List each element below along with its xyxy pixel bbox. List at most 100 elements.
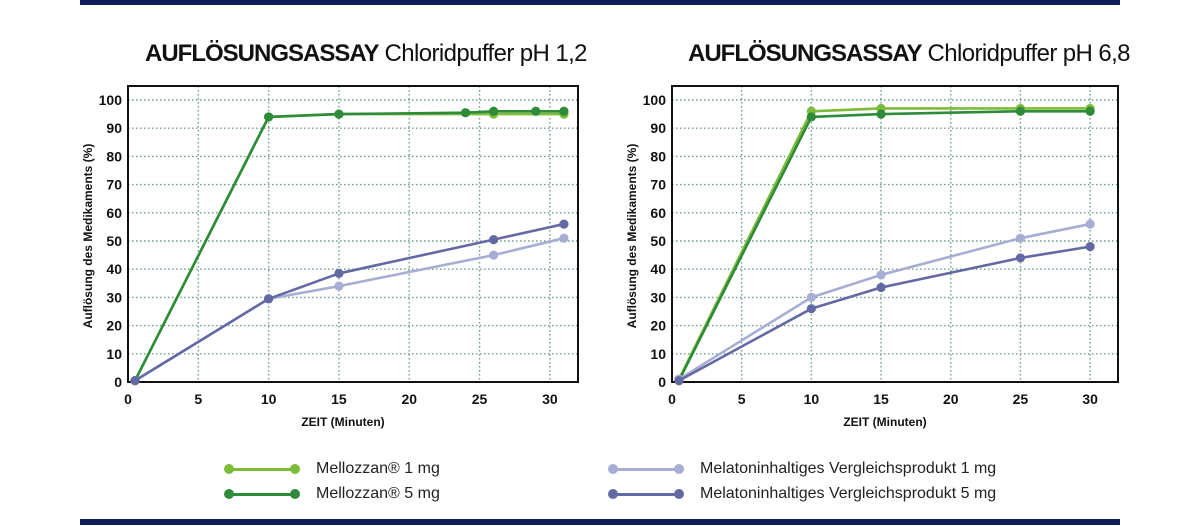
chart-title-left-rest: Chloridpuffer pH 1,2 [378, 40, 588, 67]
y-tick-label: 20 [650, 318, 666, 334]
x-tick-label: 0 [124, 391, 132, 407]
series-2-point [876, 270, 886, 280]
series-1-point [489, 106, 499, 116]
legend-line-vergleich-1mg [612, 468, 680, 471]
series-2-point [334, 281, 344, 291]
y-tick-label: 80 [650, 148, 666, 164]
y-tick-label: 70 [106, 177, 122, 193]
chart-right: 0 10 20 30 40 50 60 70 80 90 100 0 5 10 15 20 25 30 ZEIT (… [625, 85, 1119, 429]
y-axis-label: Auflösung des Medikaments (%) [81, 144, 95, 329]
x-axis-label: ZEIT (Minuten) [301, 415, 384, 429]
y-tick-label: 0 [114, 374, 122, 390]
y-axis-label: Auflösung des Medikaments (%) [625, 144, 639, 329]
series-2-point [806, 292, 816, 302]
legend-line-mellozzan-5mg [228, 493, 296, 496]
legend-dot-left-mellozzan-1mg [224, 464, 234, 474]
y-tick-label: 80 [106, 148, 122, 164]
x-tick-label: 10 [261, 391, 277, 407]
x-tick-label: 25 [1013, 391, 1029, 407]
legend-label-vergleich-1mg: Melatoninhaltiges Vergleichsprodukt 1 mg [700, 460, 997, 477]
series-1-point [264, 112, 274, 122]
series-1-point [1085, 106, 1095, 116]
x-axis-label: ZEIT (Minuten) [843, 415, 926, 429]
legend-line-mellozzan-1mg [228, 468, 296, 471]
bottom-rule [80, 519, 1120, 525]
series-3-point [489, 234, 499, 245]
x-tick-label: 15 [331, 391, 347, 407]
series-1-point [460, 108, 471, 118]
x-tick-label: 25 [472, 391, 488, 407]
y-tick-label: 40 [106, 261, 122, 277]
y-tick-label: 30 [106, 289, 122, 305]
x-tick-label: 5 [194, 391, 202, 407]
x-tick-label: 30 [542, 391, 558, 407]
series-1-point [1015, 106, 1026, 116]
series-1-point [559, 106, 569, 116]
chart-title-left: AUFLÖSUNGSASSAY Chloridpuffer pH 1,2 [145, 40, 588, 68]
y-tick-label: 40 [650, 261, 666, 277]
series-3-point [264, 294, 274, 304]
x-tick-label: 5 [738, 391, 746, 407]
y-tick-label: 60 [650, 205, 666, 221]
series-line-2 [134, 236, 565, 382]
y-tick-label: 100 [99, 92, 123, 108]
x-tick-label: 30 [1082, 391, 1098, 407]
chart-title-right-bold: AUFLÖSUNGSASSAY [688, 40, 922, 67]
series-2-point [1085, 219, 1095, 229]
series-3-point [559, 219, 569, 229]
legend-dot-right-vergleich-1mg [674, 464, 684, 474]
series-3-point [1085, 242, 1095, 252]
chart-title-right: AUFLÖSUNGSASSAY Chloridpuffer pH 6,8 [688, 40, 1131, 68]
series-2-point [559, 233, 569, 243]
series-3-point [876, 282, 886, 293]
chart-left: 0 10 20 30 40 50 60 70 80 90 100 0 5 10 15 20 25 30 ZEIT (… [81, 85, 579, 429]
series-1-point [806, 112, 816, 122]
chart-title-left-bold: AUFLÖSUNGSASSAY [145, 40, 379, 67]
y-tick-label: 30 [650, 289, 666, 305]
y-tick-label: 90 [650, 120, 666, 136]
legend-dot-left-vergleich-5mg [608, 489, 618, 499]
series-1-point [334, 109, 344, 119]
plot-frame [671, 85, 1119, 383]
legend-line-vergleich-5mg [612, 493, 680, 496]
top-rule [80, 0, 1120, 5]
series-line-0 [677, 107, 1091, 380]
series-line-3 [134, 222, 565, 382]
legend-label-mellozzan-1mg: Mellozzan® 1 mg [316, 460, 440, 477]
y-tick-label: 90 [106, 120, 122, 136]
y-tick-label: 50 [650, 233, 666, 249]
series-2-point [1015, 233, 1026, 243]
series-1-point [876, 109, 886, 119]
legend-dot-right-mellozzan-5mg [290, 489, 300, 499]
legend-dot-left-mellozzan-5mg [224, 489, 234, 499]
y-tick-label: 100 [643, 92, 667, 108]
x-tick-label: 10 [804, 391, 820, 407]
series-3-point [130, 375, 140, 386]
legend-dot-right-vergleich-5mg [674, 489, 684, 499]
series-3-point [674, 375, 684, 386]
legend-dot-left-vergleich-1mg [608, 464, 618, 474]
x-tick-label: 0 [668, 391, 676, 407]
series-2-point [489, 250, 499, 260]
x-tick-label: 20 [401, 391, 417, 407]
series-1-point [531, 106, 541, 116]
y-tick-label: 20 [106, 318, 122, 334]
legend-label-vergleich-5mg: Melatoninhaltiges Vergleichsprodukt 5 mg [700, 485, 997, 502]
chart-title-right-rest: Chloridpuffer pH 6,8 [921, 40, 1131, 67]
y-tick-label: 10 [106, 346, 122, 362]
series-line-3 [678, 245, 1091, 382]
x-tick-label: 20 [943, 391, 959, 407]
series-line-2 [678, 222, 1091, 381]
y-tick-label: 50 [106, 233, 122, 249]
y-tick-label: 70 [650, 177, 666, 193]
series-3-point [1015, 253, 1026, 263]
y-tick-label: 0 [658, 374, 666, 390]
y-tick-label: 10 [650, 346, 666, 362]
series-3-point [806, 304, 816, 314]
y-tick-label: 60 [106, 205, 122, 221]
legend-label-mellozzan-5mg: Mellozzan® 5 mg [316, 485, 440, 502]
series-3-point [334, 268, 344, 279]
x-tick-label: 15 [873, 391, 889, 407]
plot-frame [127, 85, 579, 383]
